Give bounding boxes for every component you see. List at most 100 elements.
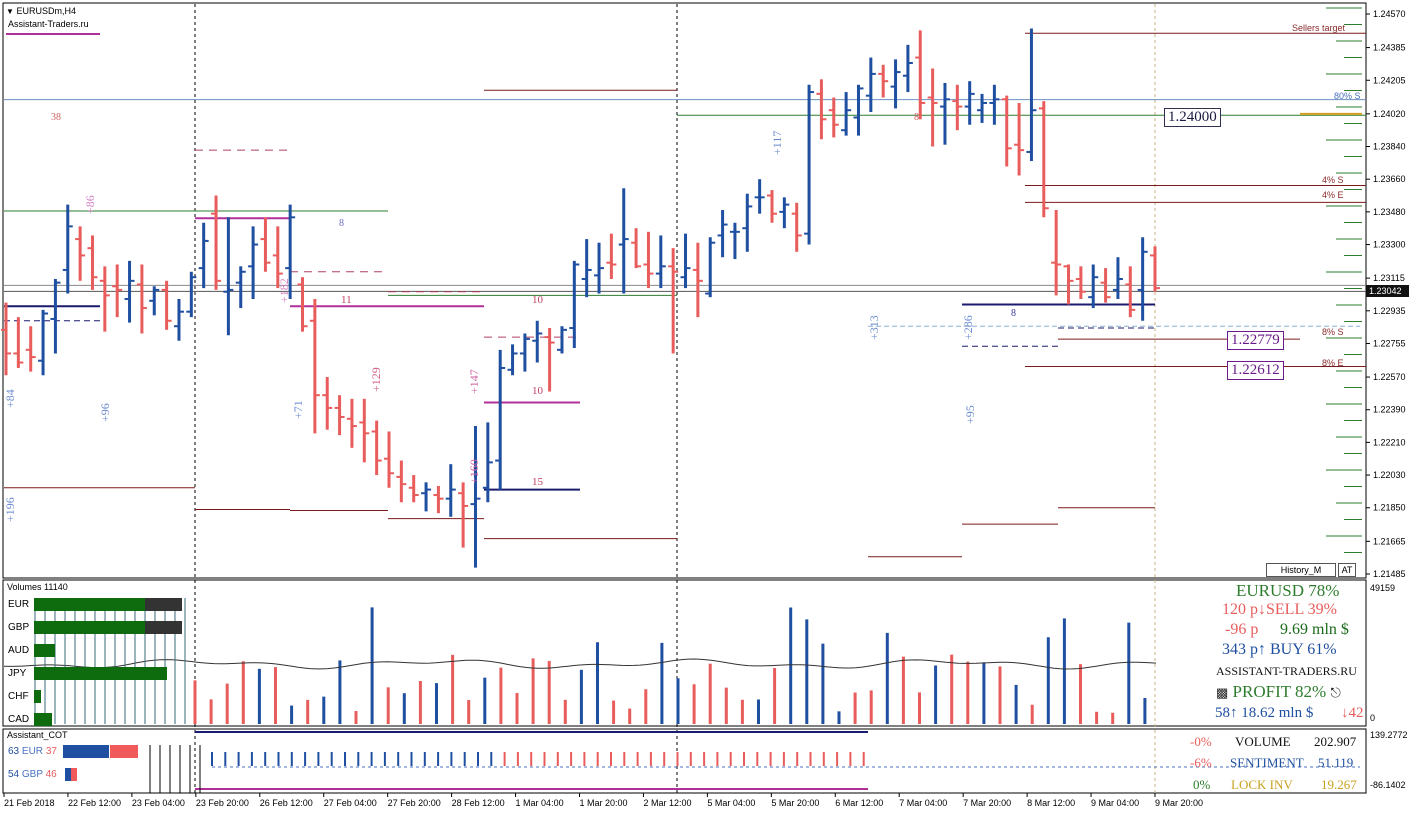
- ohlc-bar: [902, 44, 913, 93]
- time-tick-label: 21 Feb 2018: [4, 798, 55, 808]
- ohlc-bar: [248, 226, 259, 299]
- count-label: 8: [1011, 308, 1016, 319]
- ohlc-bar: [544, 328, 555, 392]
- cot-label: VOLUME: [1235, 734, 1291, 749]
- currency-strength-bar: [34, 621, 145, 634]
- ohlc-bar: [421, 482, 432, 512]
- ohlc-bar: [433, 485, 444, 514]
- vertical-count: +286: [961, 315, 975, 340]
- currency-weak-bar: [145, 621, 182, 634]
- count-label: 8: [914, 112, 919, 123]
- mouse-icon[interactable]: ⎋: [1330, 685, 1341, 700]
- ohlc-bar: [1001, 95, 1012, 167]
- history-button[interactable]: History_M: [1266, 563, 1336, 577]
- ohlc-bar: [223, 217, 234, 336]
- ohlc-bar: [767, 190, 777, 223]
- stat-site: ASSISTANT-TRADERS.RU: [1216, 664, 1357, 678]
- level-box-3[interactable]: 1.22612: [1227, 361, 1284, 380]
- ohlc-bar: [198, 222, 209, 289]
- brand-label: Assistant-Traders.ru: [8, 19, 89, 29]
- zone-label-4e: 4% E: [1322, 190, 1344, 200]
- ohlc-bar: [791, 202, 802, 252]
- cot-pct: 0%: [1193, 777, 1211, 792]
- ohlc-bar: [643, 231, 654, 289]
- zone-label-8s: 8% S: [1322, 327, 1344, 337]
- level-box-2[interactable]: 1.22779: [1227, 331, 1284, 350]
- vertical-count: +84: [3, 389, 17, 408]
- ohlc-bar: [705, 237, 716, 298]
- price-tick-label: 1.23660: [1373, 174, 1406, 184]
- ohlc-bar: [964, 81, 975, 125]
- ohlc-bar: [742, 193, 753, 252]
- brand-underline: [6, 33, 100, 35]
- ohlc-bar: [371, 420, 382, 476]
- count-label: 38: [51, 112, 61, 123]
- time-tick-label: 1 Mar 20:00: [580, 798, 628, 808]
- currency-strength-bar: [34, 644, 55, 657]
- ohlc-bar: [1063, 264, 1074, 305]
- level-box-1[interactable]: 1.24000: [1164, 108, 1221, 127]
- ohlc-bar: [359, 398, 370, 463]
- volumes-title: Volumes 11140: [7, 582, 68, 592]
- currency-strength-bar: [34, 713, 52, 726]
- time-tick-label: 2 Mar 12:00: [643, 798, 691, 808]
- ohlc-bar: [1014, 102, 1025, 176]
- price-tick-label: 1.21665: [1373, 536, 1406, 546]
- price-tick-label: 1.23480: [1373, 207, 1406, 217]
- ohlc-bar: [495, 349, 506, 490]
- cot-scale-top: 139.2772: [1370, 730, 1408, 740]
- cot-eur-short-bar: [110, 745, 138, 758]
- cot-eur-short: 37: [45, 746, 57, 757]
- stat-mid-left: -96 p: [1225, 621, 1259, 638]
- count-label: 10: [532, 385, 543, 397]
- ohlc-bar: [927, 68, 938, 147]
- ohlc-bar: [532, 320, 543, 363]
- price-tick-label: 1.23840: [1373, 142, 1406, 152]
- ohlc-bar: [272, 226, 283, 289]
- at-button[interactable]: AT: [1338, 563, 1356, 577]
- volume-average-line: [3, 658, 1157, 670]
- ohlc-bar: [618, 188, 629, 294]
- ohlc-bar: [804, 84, 815, 245]
- vertical-count: +129: [369, 367, 383, 392]
- time-tick-label: 5 Mar 20:00: [771, 798, 819, 808]
- ohlc-bar: [828, 97, 839, 138]
- currency-code: JPY: [8, 668, 27, 679]
- laptop-icon: ▩: [1216, 685, 1229, 700]
- count-label: 11: [341, 294, 352, 306]
- sellers-target-label: Sellers target: [1292, 23, 1346, 33]
- level-lines: [4, 32, 1366, 558]
- currency-code: EUR: [8, 599, 30, 610]
- ohlc-bar: [62, 204, 73, 294]
- cot-label: LOCK INV: [1231, 777, 1293, 792]
- ohlc-bar: [38, 309, 49, 376]
- cot-gbp-long-bar: [65, 768, 71, 781]
- ohlc-bar: [680, 233, 691, 289]
- ohlc-bar: [655, 235, 666, 289]
- time-axis: 21 Feb 2018 22 Feb 12:00 23 Feb 04:00 23 Fe…: [3, 793, 1203, 808]
- price-tick-label: 1.22390: [1373, 405, 1406, 415]
- currency-code: GBP: [8, 622, 30, 633]
- ohlc-bar: [668, 248, 679, 354]
- stat-mid-right: 9.69 mln $: [1280, 621, 1349, 638]
- ohlc-bar: [260, 217, 271, 272]
- stat-profit-row: ▩ PROFIT 82% ⎋: [1216, 682, 1341, 702]
- ohlc-bar: [285, 204, 296, 299]
- stat-profit: PROFIT 82%: [1232, 682, 1327, 701]
- count-label: 15: [532, 476, 543, 488]
- price-tick-label: 1.24570: [1373, 9, 1406, 19]
- cot-label: SENTIMENT: [1230, 755, 1304, 770]
- triangle-icon[interactable]: ▼: [6, 7, 14, 16]
- time-tick-label: 22 Feb 12:00: [68, 798, 121, 808]
- ohlc-bar: [161, 280, 172, 330]
- ohlc-bar: [322, 377, 333, 430]
- cot-eur-row: 63 EUR 37: [8, 747, 57, 757]
- ohlc-bar: [1150, 246, 1160, 292]
- zone-label-4s: 4% S: [1322, 175, 1344, 185]
- price-tick-label: 1.22935: [1373, 306, 1406, 316]
- price-tick-label: 1.24205: [1373, 75, 1406, 85]
- zone-label-80s: 80% S: [1334, 91, 1361, 101]
- price-tick-label: 1.24385: [1373, 43, 1406, 53]
- stat-buy: 343 p↑ BUY 61%: [1222, 641, 1337, 658]
